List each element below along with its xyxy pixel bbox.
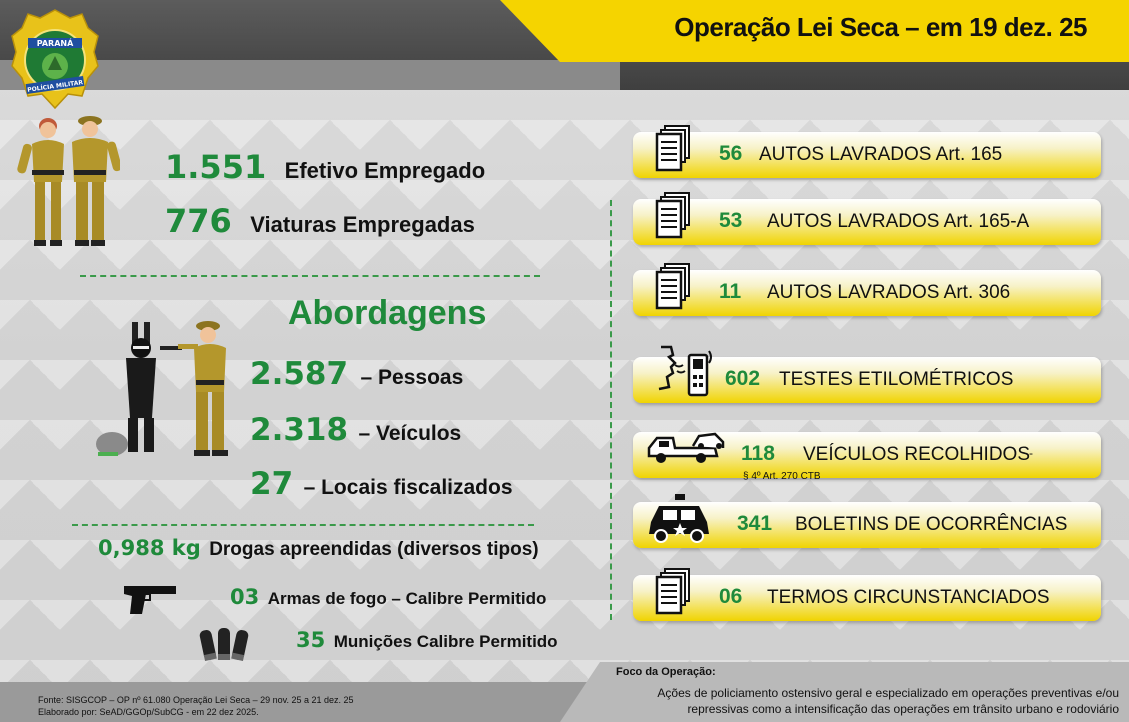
documents-icon [655, 125, 690, 172]
efetivo-value: 1.551 [165, 148, 267, 186]
card-autos-165a: 53 AUTOS LAVRADOS Art. 165-A [633, 192, 1101, 245]
viaturas-row: 776 Viaturas Empregadas [165, 202, 475, 240]
card-number: 118 [741, 442, 775, 465]
pm-parana-logo-icon: PARANÁ POLÍCIA MILITAR [11, 9, 99, 110]
breathalyzer-icon [658, 345, 712, 397]
municoes-row: 35 Munições Calibre Permitido [296, 628, 558, 652]
municoes-label: Munições Calibre Permitido [333, 632, 558, 651]
drogas-row: 0,988 kg Drogas apreendidas (diversos ti… [98, 536, 539, 561]
viaturas-label: Viaturas Empregadas [250, 212, 475, 237]
foco-line2: repressivas como a intensificação das op… [687, 702, 1119, 716]
armas-label: Armas de fogo – Calibre Permitido [267, 589, 547, 608]
card-termos: 06 TERMOS CIRCUNSTANCIADOS [633, 568, 1101, 621]
card-number: 341 [737, 512, 773, 535]
card-label: TESTES ETILOMÉTRICOS [779, 369, 1014, 390]
footer-fonte: Fonte: SISGCOP – OP nº 61.080 Operação L… [38, 695, 354, 705]
efetivo-row: 1.551 Efetivo Empregado [165, 148, 485, 186]
foco-title: Foco da Operação: [616, 666, 716, 678]
veiculos-row: 2.318 – Veículos [250, 412, 461, 448]
pessoas-row: 2.587 – Pessoas [250, 356, 463, 392]
locais-row: 27 – Locais fiscalizados [250, 466, 513, 502]
card-boletins: 341 BOLETINS DE OCORRÊNCIAS [633, 494, 1101, 548]
card-label: AUTOS LAVRADOS Art. 165 [759, 144, 1003, 165]
card-number: 602 [725, 367, 761, 390]
police-car-icon [649, 494, 709, 543]
footer-source: Fonte: SISGCOP – OP nº 61.080 Operação L… [0, 682, 620, 722]
logo-text-top: PARANÁ [37, 37, 74, 48]
municoes-value: 35 [296, 628, 326, 652]
ammunition-icon [199, 628, 249, 661]
card-testes: 602 TESTES ETILOMÉTRICOS [633, 345, 1101, 403]
card-veiculos-recolhidos: 118 VEÍCULOS RECOLHIDOS - § 4º Art. 270 … [633, 432, 1101, 482]
armas-row: 03 Armas de fogo – Calibre Permitido [230, 585, 546, 609]
card-number: 11 [719, 280, 742, 303]
card-number: 53 [719, 209, 743, 232]
pessoas-value: 2.587 [250, 356, 349, 392]
footer-elaborado: Elaborado por: SeAD/GGOp/SubCG - em 22 d… [38, 707, 259, 717]
pessoas-label: – Pessoas [360, 366, 464, 389]
locais-value: 27 [250, 466, 294, 502]
tow-truck-icon [647, 432, 725, 463]
card-label: BOLETINS DE OCORRÊNCIAS [795, 514, 1068, 535]
arrest-scene-icon [96, 321, 228, 456]
documents-icon [655, 263, 690, 310]
card-autos-306: 11 AUTOS LAVRADOS Art. 306 [633, 263, 1101, 316]
documents-icon [655, 192, 690, 239]
page-title: Operação Lei Seca – em 19 dez. 25 [674, 12, 1087, 42]
card-autos-165: 56 AUTOS LAVRADOS Art. 165 [633, 125, 1101, 178]
drogas-label: Drogas apreendidas (diversos tipos) [209, 539, 539, 560]
footer-focus: Foco da Operação: Ações de policiamento … [560, 662, 1129, 722]
veiculos-value: 2.318 [250, 412, 349, 448]
card-label: TERMOS CIRCUNSTANCIADOS [767, 587, 1050, 608]
locais-label: – Locais fiscalizados [303, 476, 513, 499]
documents-icon [655, 568, 690, 615]
header-stripe [0, 60, 620, 90]
card-number: 56 [719, 142, 743, 165]
card-number: 06 [719, 585, 743, 608]
drogas-value: 0,988 kg [98, 536, 201, 560]
viaturas-value: 776 [165, 202, 232, 240]
card-label: AUTOS LAVRADOS Art. 165-A [767, 211, 1030, 232]
divider-top [80, 275, 540, 277]
title-band: Operação Lei Seca – em 19 dez. 25 [500, 0, 1129, 62]
pistol-icon [124, 586, 176, 614]
veiculos-label: – Veículos [358, 422, 462, 445]
card-label: AUTOS LAVRADOS Art. 306 [767, 282, 1011, 303]
efetivo-label: Efetivo Empregado [284, 158, 486, 183]
divider-bottom [72, 524, 534, 526]
divider-vertical [610, 200, 612, 620]
armas-value: 03 [230, 585, 260, 609]
card-label-suffix: - [1029, 446, 1033, 460]
card-label: VEÍCULOS RECOLHIDOS [803, 444, 1030, 465]
abordagens-title: Abordagens [288, 294, 487, 332]
police-officers-icon [17, 116, 120, 246]
foco-line1: Ações de policiamento ostensivo geral e … [657, 686, 1119, 700]
card-sublabel: § 4º Art. 270 CTB [743, 471, 821, 482]
